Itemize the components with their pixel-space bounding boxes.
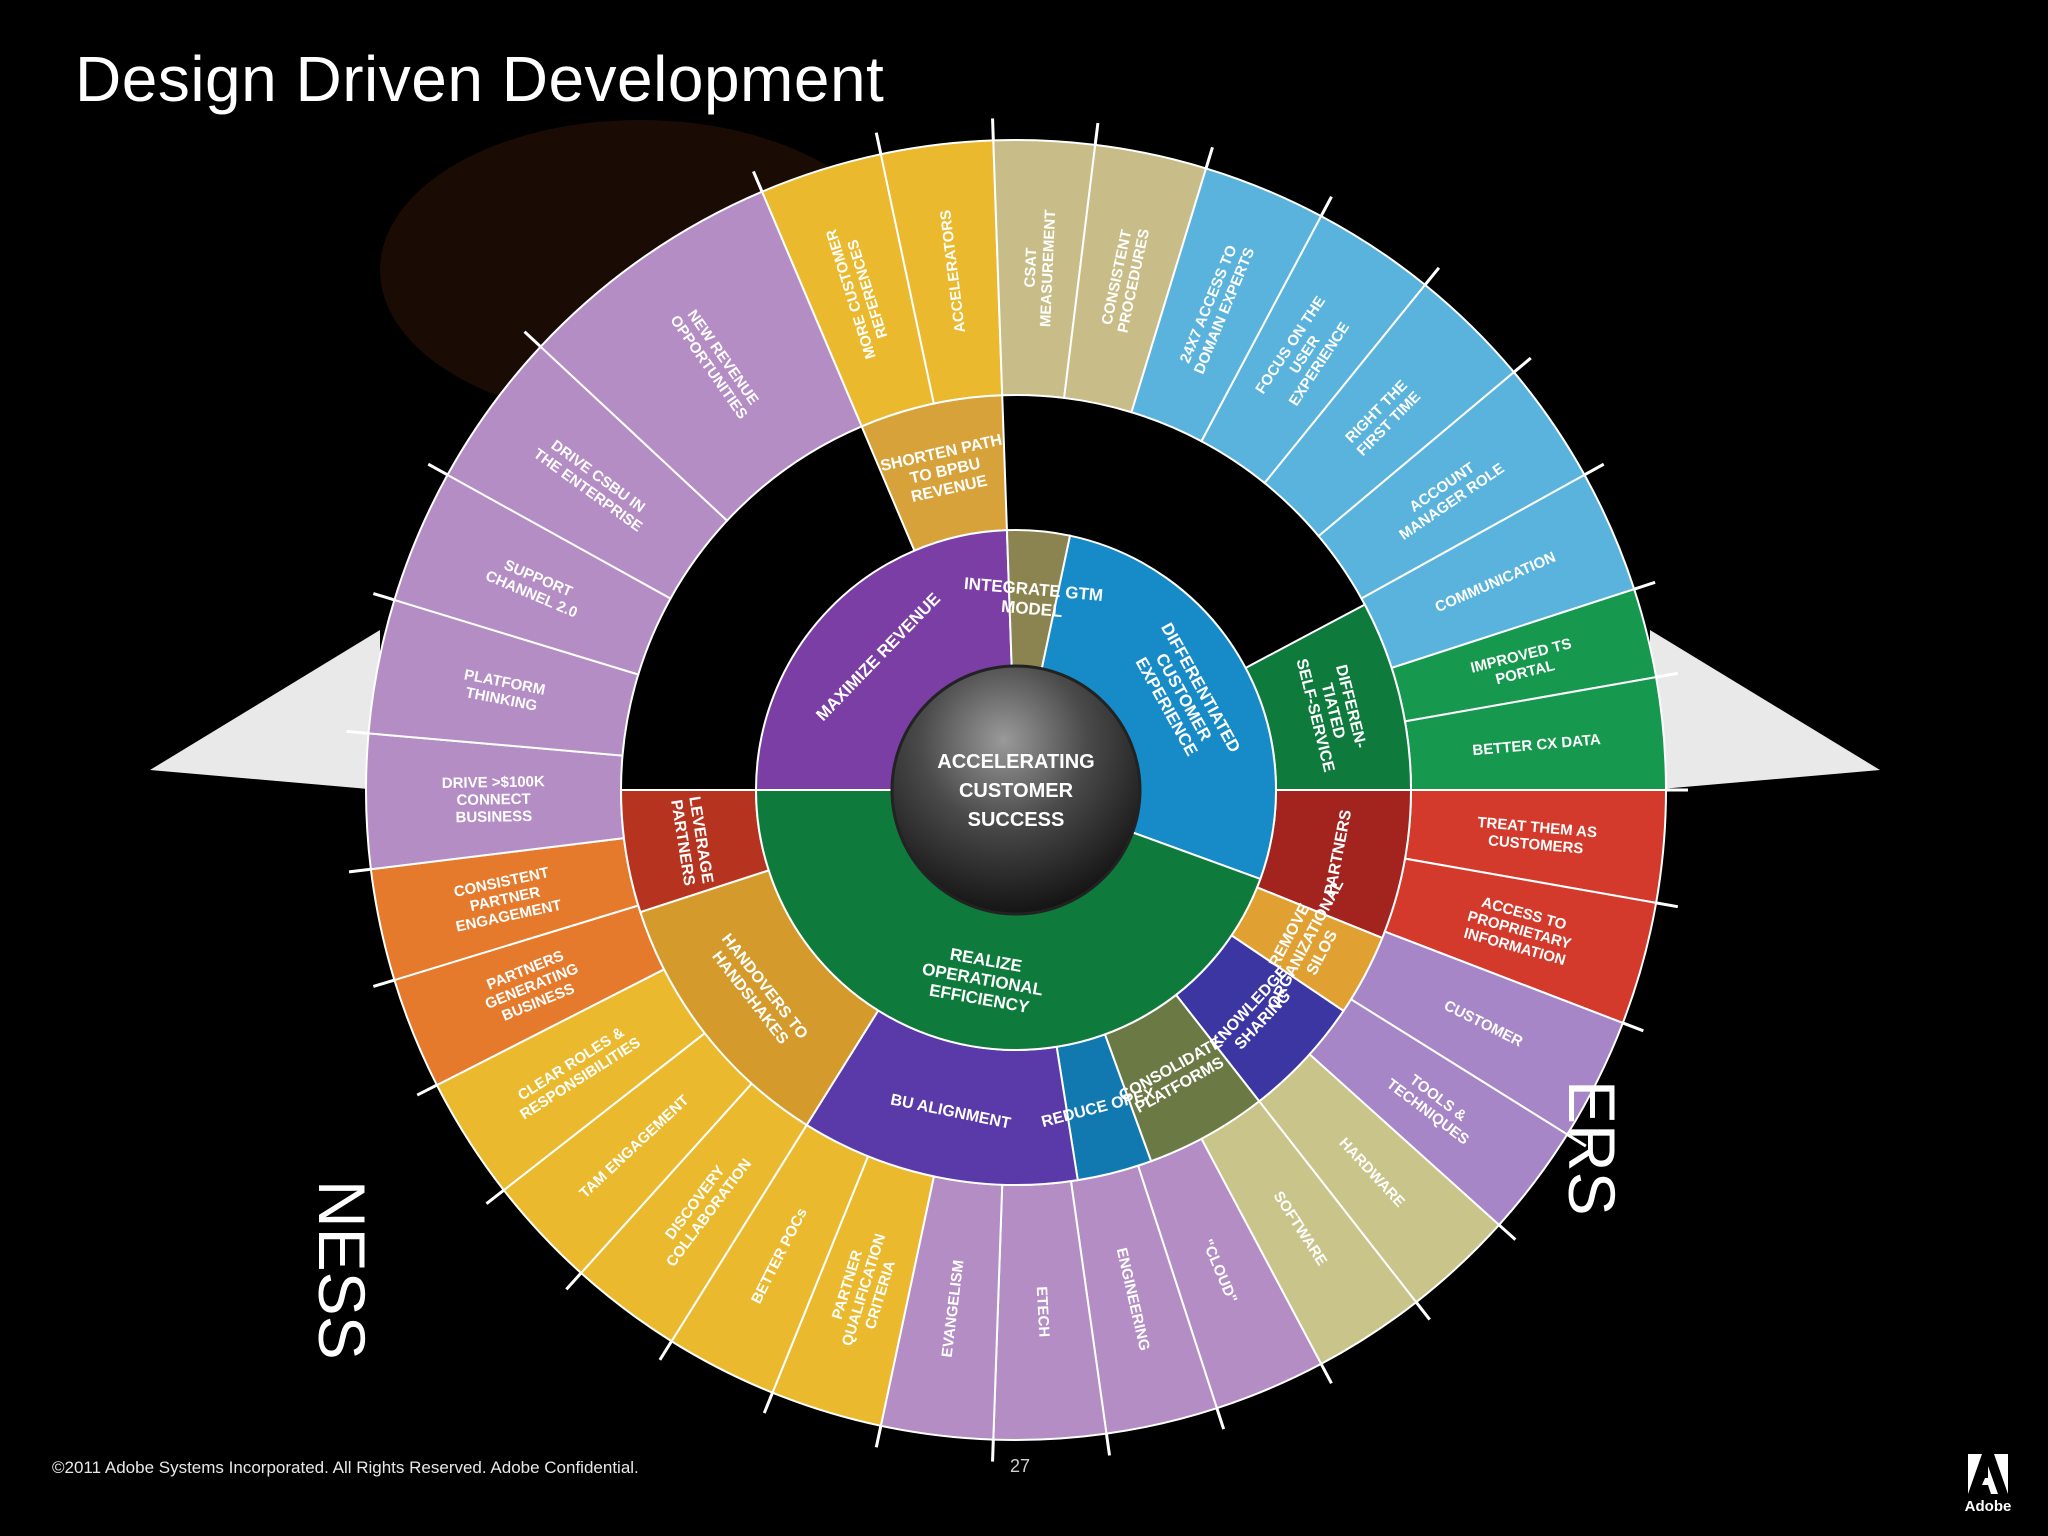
page-number: 27 (1010, 1456, 1031, 1476)
outer-tick-mark (1319, 1363, 1333, 1385)
outer-tick-mark (1512, 356, 1532, 374)
side-text-left: NESS (305, 1180, 379, 1360)
outer-tick-mark (485, 1188, 505, 1205)
outer-tick-mark (1104, 1433, 1112, 1456)
outer-tick-mark (1215, 1407, 1226, 1430)
outer-tick-mark (565, 1272, 583, 1291)
outer-tick-mark (1319, 195, 1333, 217)
center-label-line-3: SUCCESS (968, 809, 1065, 831)
outer-label-etech: ETECH (1033, 1286, 1053, 1338)
left-arrow-shape (150, 630, 380, 790)
outer-tick-mark (1655, 901, 1679, 909)
center-label-line-2: CUSTOMER (959, 780, 1074, 802)
page-title: Design Driven Development (75, 43, 885, 115)
outer-tick-mark (427, 462, 449, 477)
outer-tick-mark (1655, 671, 1679, 679)
adobe-logo-text: Adobe (1964, 1498, 2012, 1515)
outer-tick-mark (1093, 122, 1100, 146)
outer-tick-mark (1583, 462, 1605, 477)
outer-tick-mark (416, 1083, 438, 1097)
inner-label-realize-operational-efficiency: REALIZEOPERATIONALEFFICIENCY (917, 940, 1048, 1018)
outer-tick-mark (1414, 1301, 1431, 1321)
center-hub (890, 664, 1142, 916)
outer-label-drive-100k-connect-business: DRIVE >$100KCONNECTBUSINESS (442, 773, 546, 826)
outer-tick-mark (1633, 580, 1656, 591)
outer-tick-mark (1566, 1133, 1587, 1148)
outer-tick-mark (752, 170, 764, 193)
outer-tick-mark (1204, 146, 1214, 169)
outer-label-csat-measurement: CSATMEASUREMENT (1020, 209, 1059, 328)
side-text-right: ERS (1555, 1080, 1629, 1216)
outer-tick-mark (1498, 1223, 1517, 1241)
outer-label-partners-generating-business: PARTNERSGENERATINGBUSINESS (476, 944, 587, 1029)
outer-tick-mark (523, 330, 542, 348)
outer-tick-mark (658, 1340, 673, 1361)
outer-tick-mark (372, 592, 395, 602)
outer-tick-mark (372, 978, 395, 988)
outer-tick-mark (1622, 1021, 1644, 1033)
center-label-line-1: ACCELERATING (937, 751, 1094, 773)
outer-tick-mark (346, 729, 369, 735)
outer-tick-mark (762, 1392, 774, 1414)
footer-copyright: ©2011 Adobe Systems Incorporated. All Ri… (52, 1458, 639, 1477)
adobe-logo: Adobe (1960, 1454, 2016, 1520)
adobe-logo-icon (1968, 1454, 2008, 1494)
outer-tick-mark (348, 867, 372, 874)
outer-segment-new-revenue-opportunities (539, 190, 863, 523)
middle-label-leverage-partners: LEVERAGEPARTNERS (667, 795, 716, 888)
outer-tick-mark (1423, 266, 1441, 286)
outer-tick-mark (991, 118, 995, 141)
outer-tick-mark (874, 1425, 883, 1448)
outer-tick-mark (874, 132, 883, 155)
right-arrow-shape (1650, 630, 1880, 790)
outer-tick-mark (991, 1439, 995, 1462)
